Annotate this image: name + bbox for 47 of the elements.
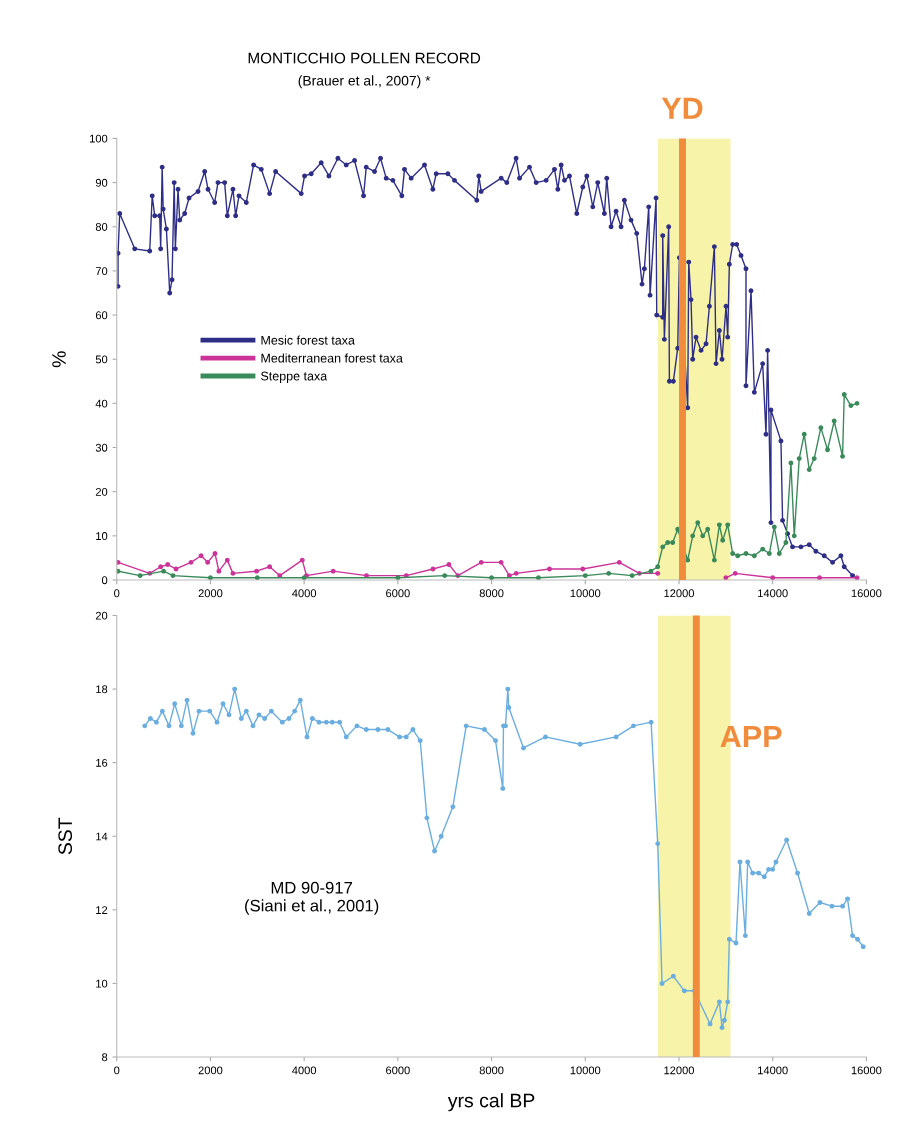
y-tick-label: 30: [95, 443, 108, 452]
x-tick-label: 8000: [479, 1066, 504, 1075]
x-tick-label: 14000: [758, 1066, 788, 1075]
chart-subtitle: (Brauer et al., 2007) *: [298, 75, 431, 89]
x-tick-label: 0: [114, 589, 120, 598]
x-tick-label: 4000: [292, 1066, 317, 1075]
y-tick-label: 40: [95, 399, 108, 408]
x-tick-label: 0: [114, 1066, 120, 1075]
x-tick-label: 2000: [198, 589, 223, 598]
x-tick-label: 16000: [851, 589, 882, 598]
y-tick-label: 20: [95, 487, 108, 496]
y-tick-label: 100: [90, 134, 108, 143]
x-tick-label: 14000: [758, 589, 788, 598]
y-tick-label: 10: [96, 532, 108, 540]
y-axis-title: SST: [58, 817, 73, 855]
y-tick-label: 14: [96, 832, 108, 841]
legend-label: Steppe taxa: [261, 371, 328, 383]
y-tick-label: 0: [101, 576, 108, 585]
x-tick-label: 12000: [664, 1066, 694, 1075]
ref-line-label: YD: [661, 97, 703, 119]
annotation: MD 90-917 (Siani et al., 2001): [245, 881, 379, 915]
legend-label: Mesic forest taxa: [261, 335, 355, 345]
y-tick-label: 80: [95, 223, 108, 231]
x-tick-label: 4000: [292, 589, 317, 598]
y-tick-label: 50: [95, 355, 108, 364]
y-tick-label: 12: [96, 906, 108, 914]
y-tick-label: 60: [95, 311, 108, 320]
x-tick-label: 16000: [851, 1066, 882, 1075]
y-tick-label: 10: [96, 979, 108, 988]
y-tick-label: 70: [95, 267, 108, 276]
x-tick-label: 6000: [386, 1066, 410, 1075]
chart-title: MONTICCHIO POLLEN RECORD: [248, 52, 481, 64]
x-tick-label: 10000: [570, 1066, 601, 1075]
y-axis-title: %: [52, 351, 66, 368]
y-tick-label: 20: [95, 611, 108, 620]
x-tick-label: 12000: [664, 589, 694, 598]
x-tick-label: 6000: [386, 589, 410, 598]
legend-label: Mediterranean forest taxa: [261, 353, 403, 363]
x-tick-label: 8000: [479, 589, 504, 598]
x-tick-label: 10000: [570, 589, 601, 598]
y-tick-label: 18: [96, 685, 108, 694]
y-tick-label: 8: [102, 1053, 108, 1062]
ref-line-label: APP: [720, 726, 782, 748]
y-tick-label: 90: [95, 178, 108, 187]
y-tick-label: 16: [96, 758, 108, 767]
x-tick-label: 2000: [198, 1066, 223, 1075]
x-axis-title: yrs cal BP: [447, 1093, 535, 1112]
